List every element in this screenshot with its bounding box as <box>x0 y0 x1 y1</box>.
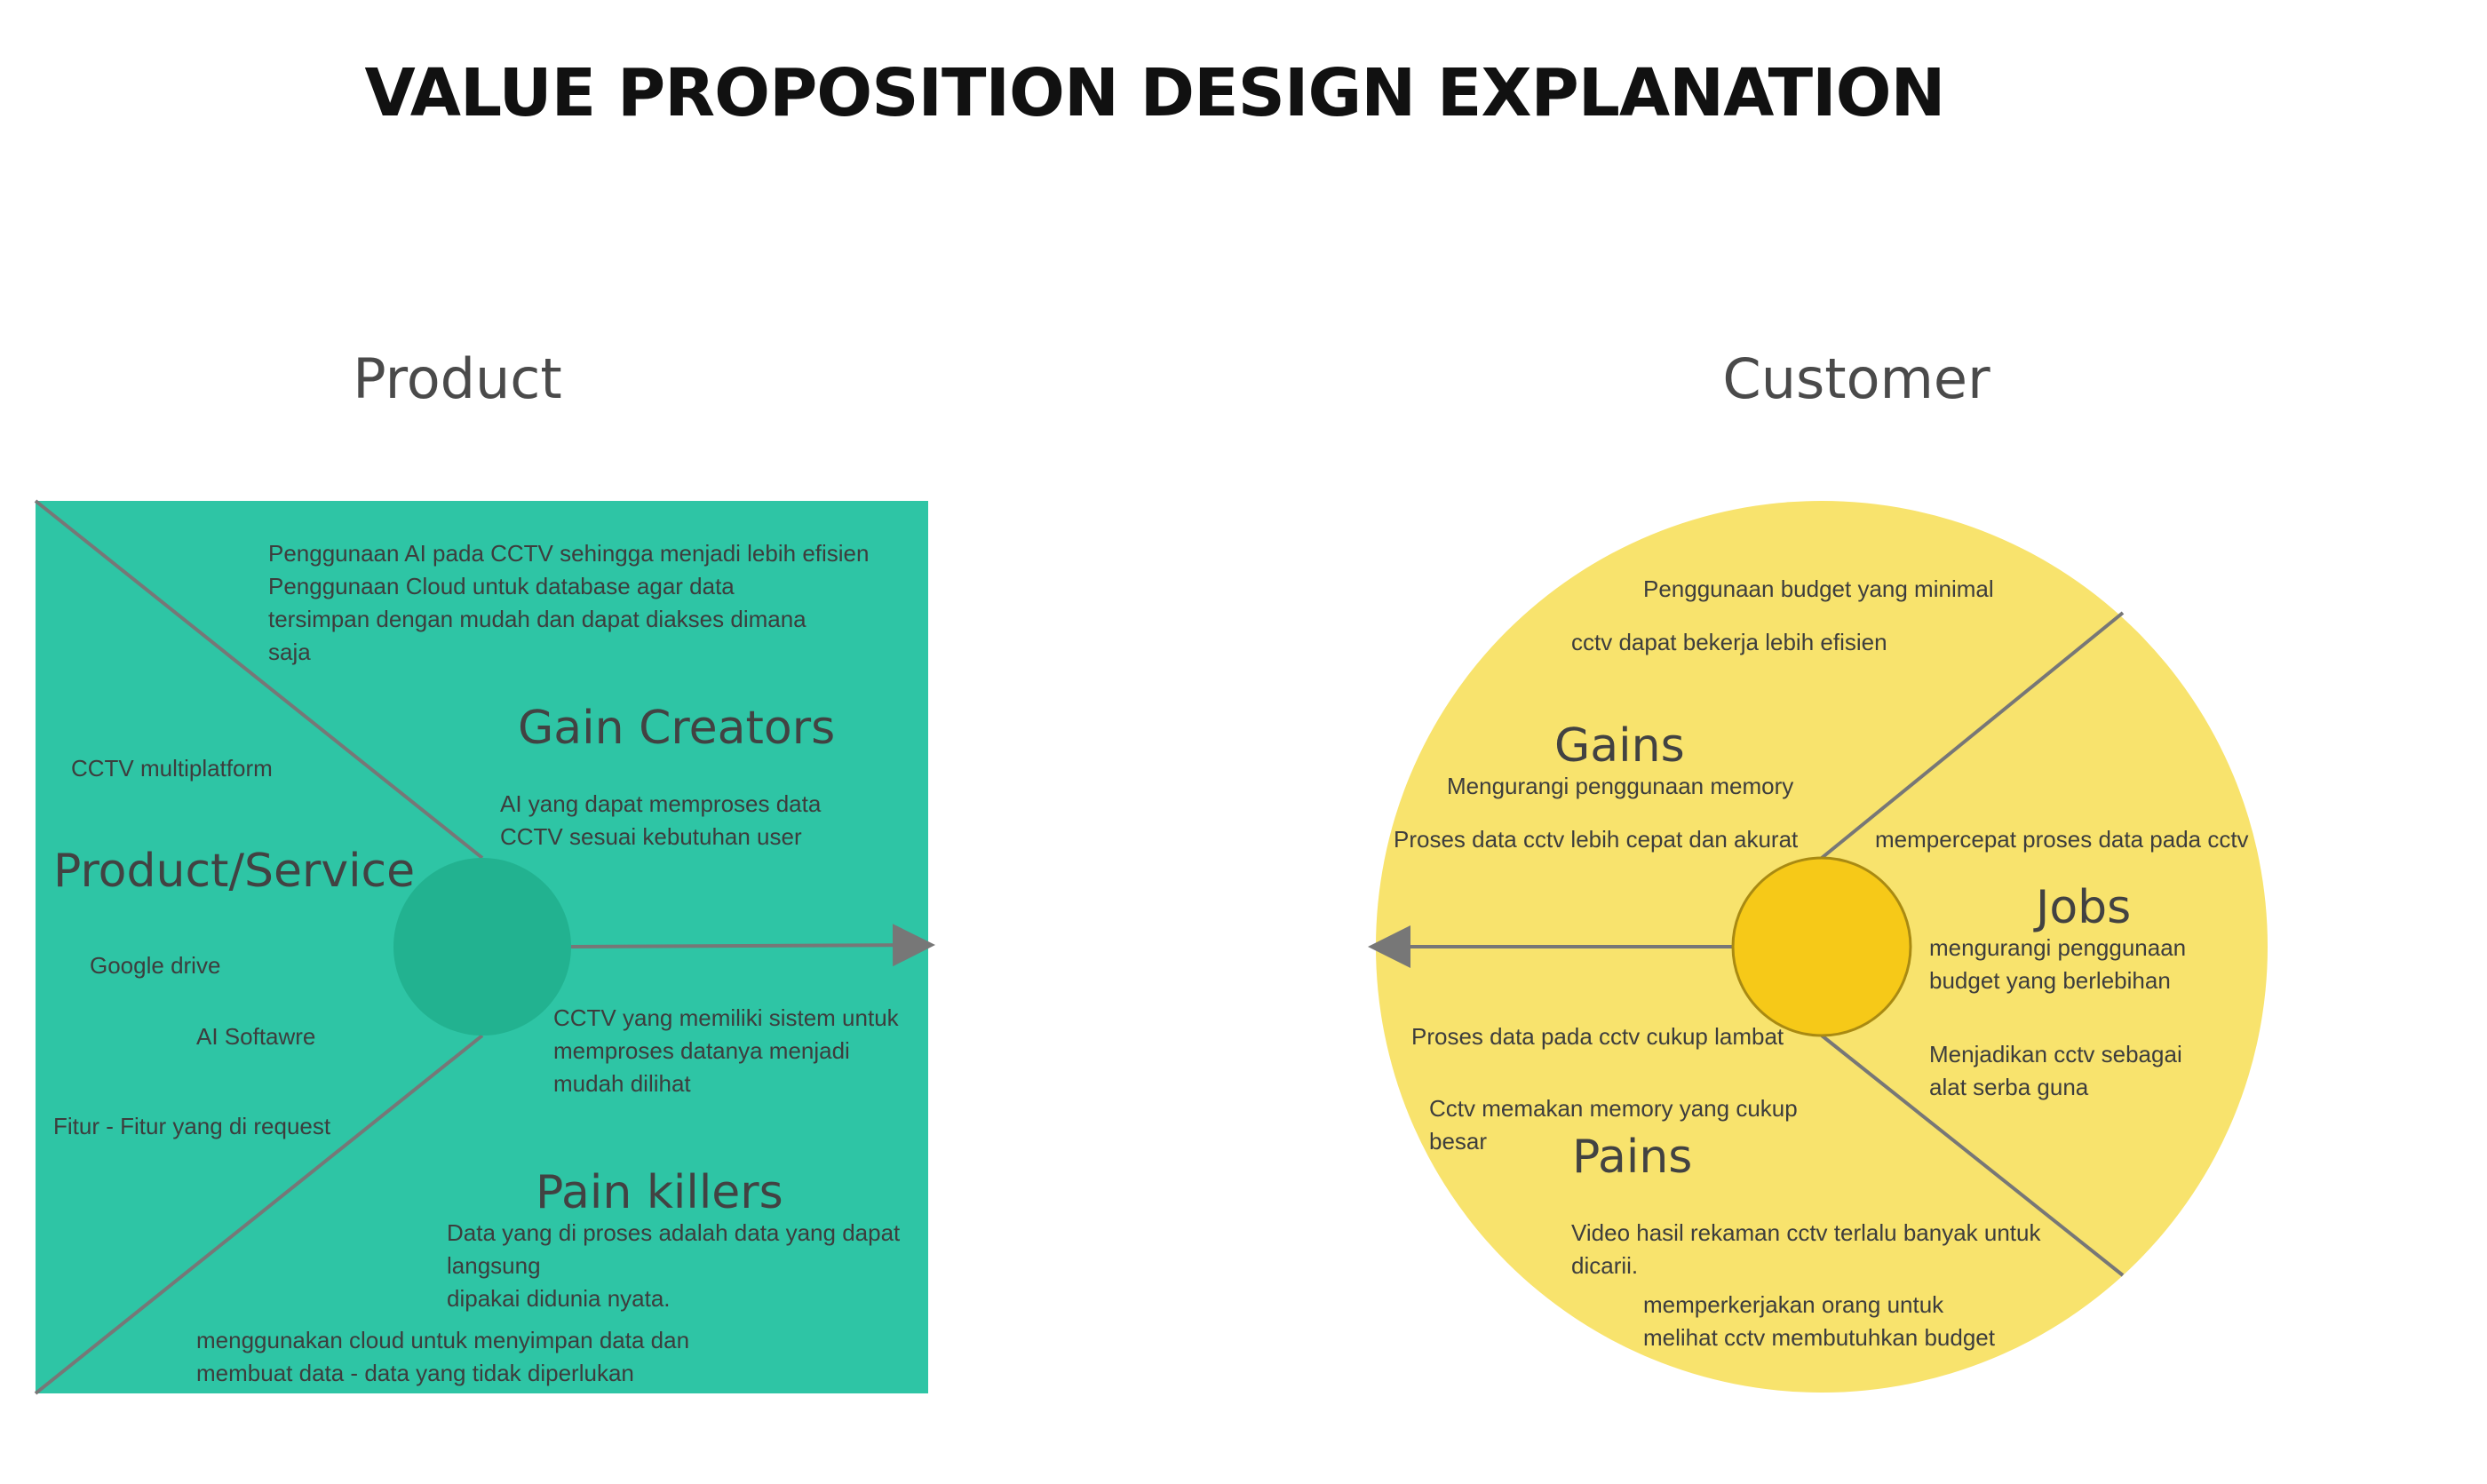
pain-note: Cctv memakan memory yang cukup besar <box>1429 1095 1798 1155</box>
product-service-note: CCTV multiplatform <box>71 755 273 782</box>
pain-note: Video hasil rekaman cctv terlalu banyak … <box>1571 1219 2041 1279</box>
customer-center-circle <box>1731 856 1912 1037</box>
pain-killer-note: CCTV yang memiliki sistem untuk memprose… <box>553 1004 899 1097</box>
product-arrow <box>570 924 935 967</box>
product-heading: Product <box>353 346 562 411</box>
product-service-label: Product/Service <box>53 845 416 898</box>
job-note: mengurangi penggunaan budget yang berleb… <box>1929 934 2187 994</box>
page-title: VALUE PROPOSITION DESIGN EXPLANATION <box>364 55 1946 131</box>
pain-killer-note: menggunakan cloud untuk menyimpan data d… <box>196 1327 690 1386</box>
pain-killers-label: Pain killers <box>536 1166 783 1219</box>
customer-heading: Customer <box>1722 346 1990 411</box>
gain-creator-note: Penggunaan AI pada CCTV sehingga menjadi… <box>268 540 870 567</box>
job-note: Menjadikan cctv sebagai alat serba guna <box>1929 1041 2182 1100</box>
pain-note: Proses data pada cctv cukup lambat <box>1411 1023 1784 1050</box>
product-service-note: Fitur - Fitur yang di request <box>53 1113 331 1139</box>
pain-note: memperkerjakan orang untuk melihat cctv … <box>1643 1291 1995 1351</box>
pains-label: Pains <box>1572 1131 1693 1184</box>
customer-divider-lower <box>1820 1034 2125 1277</box>
jobs-label: Jobs <box>2036 881 2132 934</box>
gain-note: Mengurangi penggunaan memory <box>1447 773 1794 799</box>
product-divider-lower <box>34 1034 484 1395</box>
gain-note: cctv dapat bekerja lebih efisien <box>1571 629 1887 655</box>
product-center-circle <box>393 858 571 1036</box>
gains-label: Gains <box>1554 719 1685 773</box>
product-service-note: AI Softawre <box>196 1023 316 1050</box>
customer-divider-upper <box>1820 611 2125 860</box>
pain-killer-note: Data yang di proses adalah data yang dap… <box>447 1219 901 1312</box>
gain-note: Penggunaan budget yang minimal <box>1643 575 1994 602</box>
gain-note: Proses data cctv lebih cepat dan akurat <box>1394 826 1799 853</box>
gain-creator-note: AI yang dapat memproses data CCTV sesuai… <box>500 790 822 850</box>
job-note: mempercepat proses data pada cctv <box>1875 826 2249 853</box>
product-divider-upper <box>34 499 484 860</box>
gain-creators-label: Gain Creators <box>518 702 836 755</box>
gain-creator-note: Penggunaan Cloud untuk database agar dat… <box>268 573 806 665</box>
product-service-note: Google drive <box>90 952 221 979</box>
